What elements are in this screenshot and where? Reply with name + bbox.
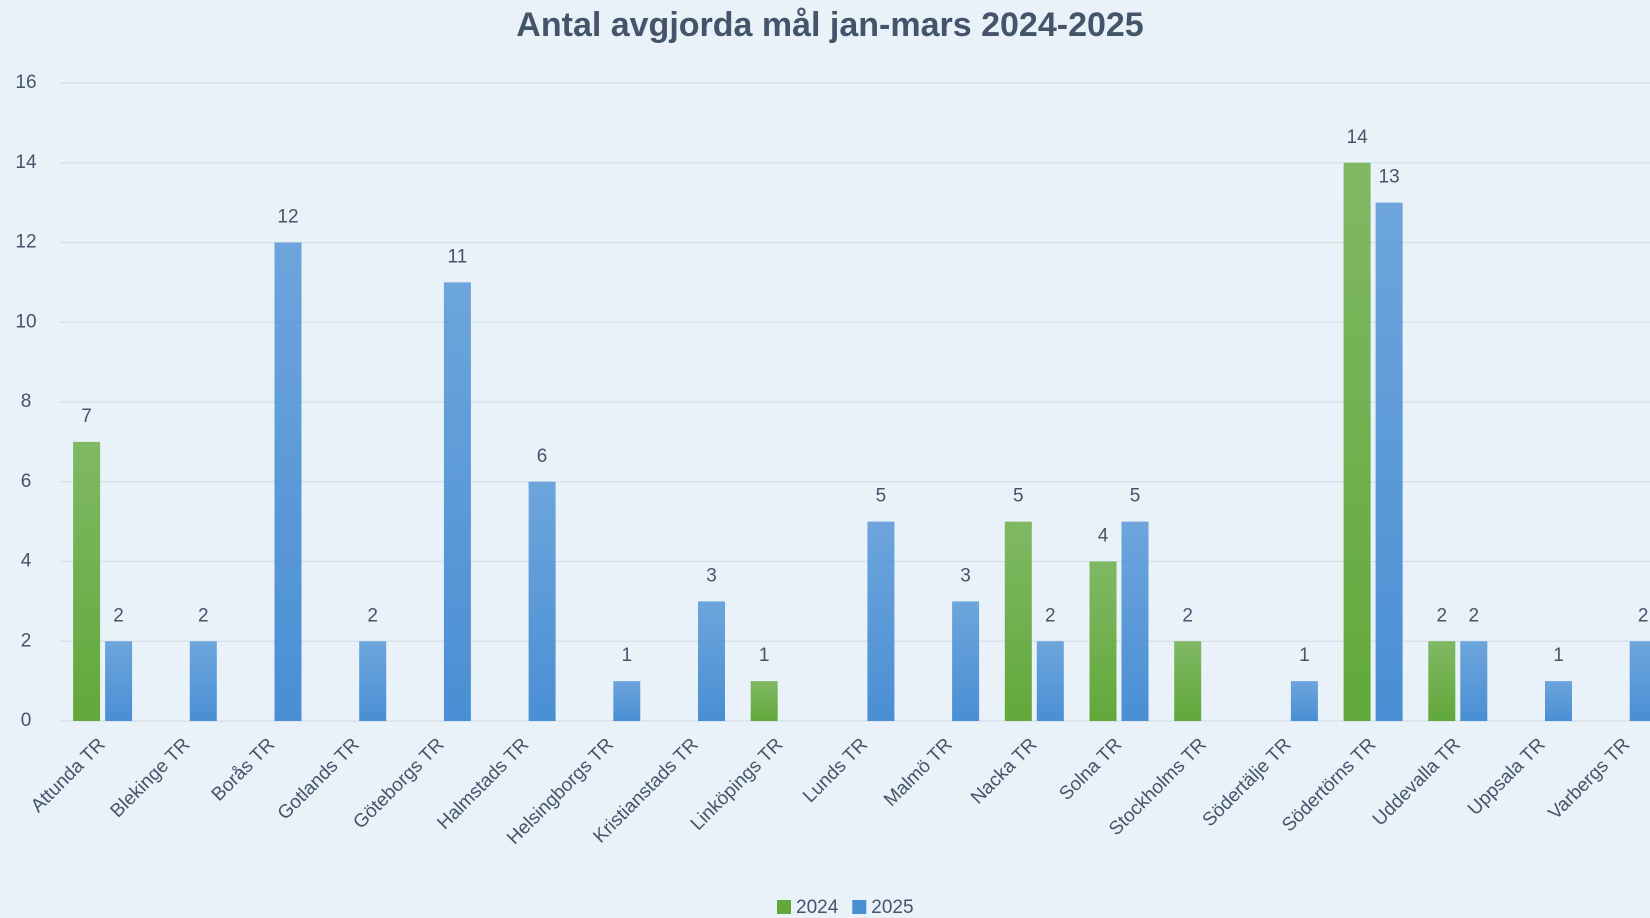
bar xyxy=(1460,641,1488,721)
x-tick-label: Uppsala TR xyxy=(1464,734,1550,820)
data-label: 12 xyxy=(277,207,298,228)
bar xyxy=(698,601,725,721)
y-tick-label: 6 xyxy=(21,471,32,492)
data-label: 3 xyxy=(960,565,971,586)
data-label: 2 xyxy=(113,605,124,626)
bar xyxy=(528,481,556,721)
data-label: 2 xyxy=(1469,605,1480,626)
bar xyxy=(443,282,471,721)
bar xyxy=(867,521,895,721)
y-tick-label: 8 xyxy=(21,391,32,412)
x-tick-label: Uddevalla TR xyxy=(1369,734,1465,830)
chart-title: Antal avgjorda mål jan-mars 2024-2025 xyxy=(516,6,1143,44)
x-tick-label: Borås TR xyxy=(208,734,279,805)
bar xyxy=(274,242,302,721)
x-tick-label: Solna TR xyxy=(1055,734,1126,805)
data-label: 2 xyxy=(198,605,209,626)
data-label: 2 xyxy=(1638,605,1649,626)
bar xyxy=(1428,641,1456,721)
data-label: 5 xyxy=(1130,486,1141,507)
x-tick-label: Lunds TR xyxy=(799,734,872,807)
data-label: 7 xyxy=(81,406,92,427)
y-tick-label: 2 xyxy=(21,630,32,651)
data-label: 11 xyxy=(448,246,468,267)
data-label: 1 xyxy=(1299,645,1310,666)
legend-swatch xyxy=(777,900,791,914)
legend-swatch xyxy=(852,900,867,914)
x-tick-label: Varbergs TR xyxy=(1545,734,1635,824)
bar xyxy=(1629,641,1650,721)
data-label: 1 xyxy=(622,645,633,666)
data-label: 2 xyxy=(1045,605,1056,626)
bar xyxy=(750,681,778,721)
bar xyxy=(613,681,641,721)
bar xyxy=(1036,641,1064,721)
bar xyxy=(73,441,101,721)
y-tick-label: 12 xyxy=(15,232,36,253)
legend-label: 2024 xyxy=(796,897,839,918)
data-label: 14 xyxy=(1347,127,1369,148)
x-tick-label: Attunda TR xyxy=(27,734,110,817)
data-label: 3 xyxy=(706,565,717,586)
bar xyxy=(359,641,387,721)
data-label: 6 xyxy=(537,446,548,467)
bar xyxy=(1121,521,1149,721)
data-label: 4 xyxy=(1098,526,1109,547)
bar xyxy=(952,601,980,721)
y-tick-label: 14 xyxy=(15,152,37,173)
bar xyxy=(189,641,217,721)
data-label: 13 xyxy=(1379,167,1400,188)
bar xyxy=(1290,681,1318,721)
data-label: 1 xyxy=(759,645,770,666)
y-tick-label: 0 xyxy=(21,710,32,731)
data-label: 5 xyxy=(876,486,887,507)
bar xyxy=(1004,521,1032,721)
data-label: 2 xyxy=(1437,605,1448,626)
x-tick-label: Södertälje TR xyxy=(1199,734,1296,831)
data-label: 5 xyxy=(1013,486,1024,507)
bar xyxy=(1343,162,1371,721)
data-label: 2 xyxy=(367,605,378,626)
bar xyxy=(1174,641,1202,721)
x-tick-label: Nacka TR xyxy=(967,734,1041,808)
y-tick-label: 4 xyxy=(21,551,32,572)
legend-label: 2025 xyxy=(871,897,913,918)
x-tick-label: Malmö TR xyxy=(880,734,957,811)
bar xyxy=(105,641,133,721)
y-tick-label: 10 xyxy=(15,311,36,332)
x-tick-label: Blekinge TR xyxy=(107,734,195,822)
y-tick-label: 16 xyxy=(15,72,36,93)
bar xyxy=(1089,561,1117,721)
data-label: 1 xyxy=(1553,645,1564,666)
bar xyxy=(1375,202,1403,721)
x-tick-label: Gotlands TR xyxy=(274,734,364,824)
data-label: 2 xyxy=(1182,605,1193,626)
bar xyxy=(1545,681,1572,721)
